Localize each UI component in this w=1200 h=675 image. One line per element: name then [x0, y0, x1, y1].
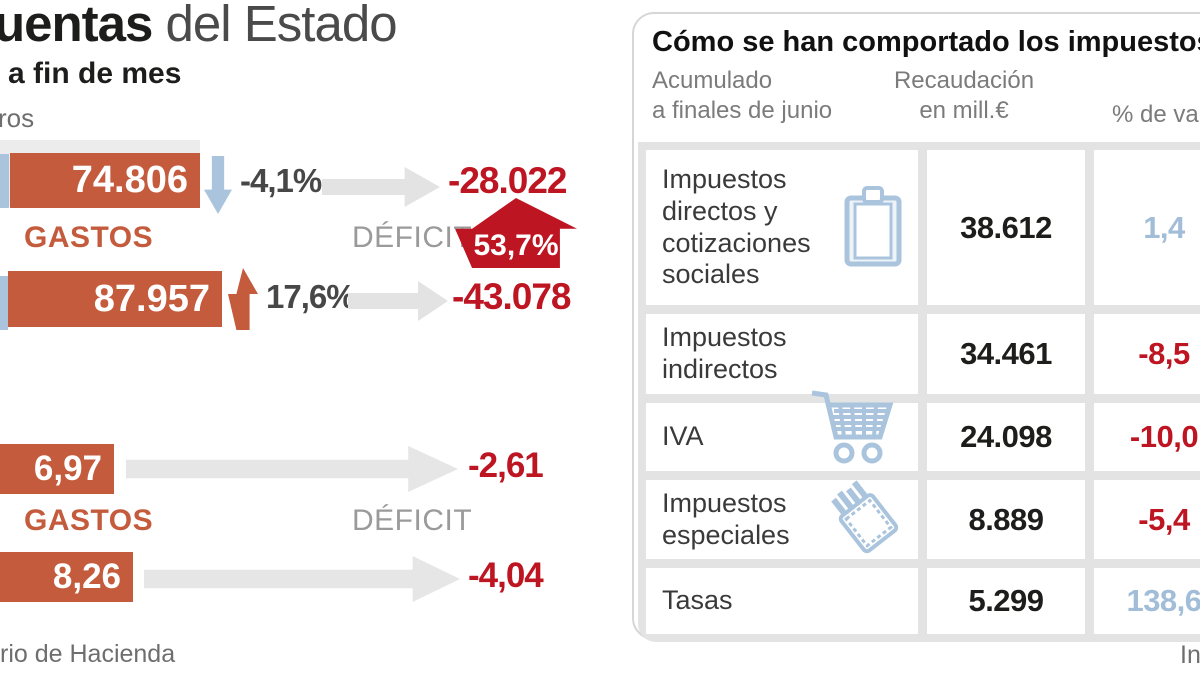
up-arrow-icon	[228, 268, 258, 330]
gastos-result-2: -4,04	[468, 556, 544, 595]
source-credit: rio de Hacienda	[0, 640, 176, 668]
page-title-light: del Estado	[152, 0, 398, 52]
gastos-value-2: 8,26	[52, 557, 121, 596]
gastos-label-top: GASTOS	[24, 221, 154, 254]
row-label-text: Impuestos indirectos	[662, 322, 787, 384]
ingresos-bar: 74.806	[10, 153, 200, 208]
row-label-text: Impuestos directos y cotizaciones social…	[662, 163, 811, 290]
gastos-result: -43.078	[452, 276, 571, 317]
table-amount: 34.461	[927, 314, 1085, 394]
clipboard-icon	[842, 186, 904, 276]
cigarettes-icon	[824, 480, 908, 566]
ingresos-result-2: -2,61	[468, 446, 544, 485]
table-row-label: IVA	[646, 390, 918, 471]
shopping-cart-icon	[806, 385, 902, 477]
ingresos-bar-blue-fragment	[0, 154, 9, 208]
tax-table-panel: Cómo se han comportado los impuestos Acu…	[632, 12, 1200, 642]
deficit-badge-value: 53,7%	[473, 229, 559, 262]
right-arrow-icon	[348, 281, 448, 321]
pct-text: -5,4	[1138, 501, 1190, 537]
deficit-label-bottom: DÉFICIT	[352, 504, 473, 537]
pct-value-0: 1,4	[1094, 150, 1200, 305]
column-header-period-line1: Acumulado	[652, 67, 773, 94]
gastos-label-bottom: GASTOS	[24, 504, 154, 537]
table-row-label: Tasas	[646, 568, 918, 634]
column-header-period-line2: a finales de junio	[652, 97, 833, 124]
table-row-label: Impuestos indirectos	[646, 314, 918, 394]
column-header-period: Acumulado a finales de junio	[652, 66, 832, 126]
column-header-amount: Recaudación en mill.€	[884, 66, 1044, 126]
ingresos-result: -28.022	[448, 160, 567, 201]
column-header-variation: % de variación	[1112, 101, 1200, 128]
gastos-bar-blue-fragment	[0, 276, 8, 330]
pct-value-4: 138,6	[1094, 568, 1200, 634]
deficit-house-badge: 53,7%	[455, 198, 577, 268]
deficit-label-top: DÉFICIT	[352, 221, 473, 254]
gastos-value: 87.957	[93, 278, 210, 320]
gastos-bar: 87.957	[8, 271, 222, 327]
row-label-text: Tasas	[662, 585, 733, 616]
row-label-text: Impuestos especiales	[662, 487, 790, 550]
unit-label: ros	[0, 103, 35, 133]
ingresos-bar-2: 6,97	[0, 444, 114, 494]
column-header-amount-line2: en mill.€	[919, 97, 1009, 124]
ingresos-value: 74.806	[71, 159, 188, 201]
infographic-credit: In	[1180, 641, 1200, 669]
gastos-change: 17,6%	[266, 278, 356, 315]
table-amount: 24.098	[927, 403, 1085, 471]
page-title-bold: uentas	[0, 0, 153, 52]
page-subtitle: a fin de mes	[8, 57, 182, 90]
panel-title: Cómo se han comportado los impuestos	[652, 26, 1200, 58]
pct-value-3: -5,4	[1094, 480, 1200, 559]
ingresos-change: -4,1%	[240, 162, 322, 199]
table-row-label: Impuestos directos y cotizaciones social…	[646, 150, 918, 305]
right-arrow-icon	[126, 446, 458, 492]
tax-table: Impuestos directos y cotizaciones social…	[638, 142, 1200, 642]
down-arrow-icon	[204, 156, 232, 214]
table-amount: 5.299	[927, 568, 1085, 634]
table-row-label: Impuestos especiales	[646, 480, 918, 559]
gastos-bar-2: 8,26	[0, 552, 133, 602]
row-label-text: IVA	[662, 421, 704, 452]
pct-value-2: -10,0	[1094, 403, 1200, 471]
page-title: uentas del Estado	[0, 0, 398, 53]
table-amount: 38.612	[927, 150, 1085, 305]
ingresos-value-2: 6,97	[33, 449, 102, 488]
pct-value-1: -8,5	[1094, 314, 1200, 394]
right-arrow-icon	[144, 556, 460, 602]
table-amount: 8.889	[927, 480, 1085, 559]
column-header-amount-line1: Recaudación	[893, 67, 1035, 94]
right-arrow-icon	[322, 167, 440, 207]
